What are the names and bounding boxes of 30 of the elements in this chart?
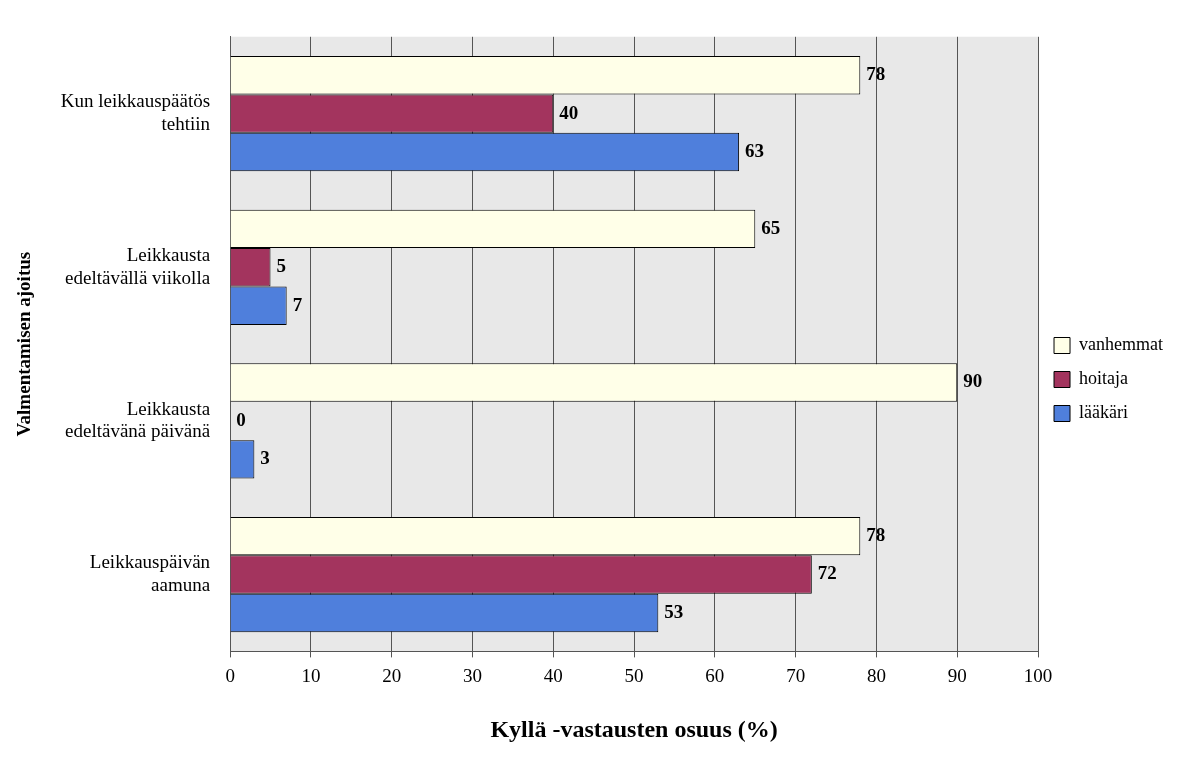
data-label: 5 [276,255,287,277]
data-label: 40 [559,101,579,123]
y-axis-title: Valmentamisen ajoitus [13,251,35,437]
y-tick-label: Leikkausta edeltävänä päivänä [65,397,211,442]
x-tick-label: 40 [543,664,563,686]
x-tick-label: 60 [705,664,725,686]
x-tick-label: 90 [947,664,967,686]
data-label: 0 [236,408,246,430]
data-label: 3 [260,447,270,469]
y-tick-label: Leikkauspäivän aamuna [89,551,211,595]
x-tick-label: 20 [382,664,402,686]
data-label: 72 [817,562,837,584]
data-label: 90 [963,370,983,392]
x-tick-label: 10 [301,664,321,686]
data-label: 7 [292,293,303,315]
data-label: 63 [745,139,765,161]
x-tick-label: 80 [866,664,886,686]
legend-label: lääkäri [1079,402,1128,423]
x-tick-label: 0 [225,664,235,686]
x-tick-label: 50 [624,664,644,686]
x-axis-title: Kyllä -vastausten osuus (%) [490,715,778,742]
data-label: 53 [664,600,684,622]
y-tick-label: Kun leikkauspäätös tehtiin [60,90,211,135]
legend-label: hoitaja [1079,368,1129,389]
x-tick-label: 30 [463,664,482,686]
data-label: 65 [761,216,781,238]
x-tick-label: 100 [1023,664,1053,686]
y-tick-label: Leikkausta edeltävällä viikolla [65,243,211,288]
legend-label: vanhemmat [1079,334,1164,355]
x-tick-label: 70 [786,664,806,686]
